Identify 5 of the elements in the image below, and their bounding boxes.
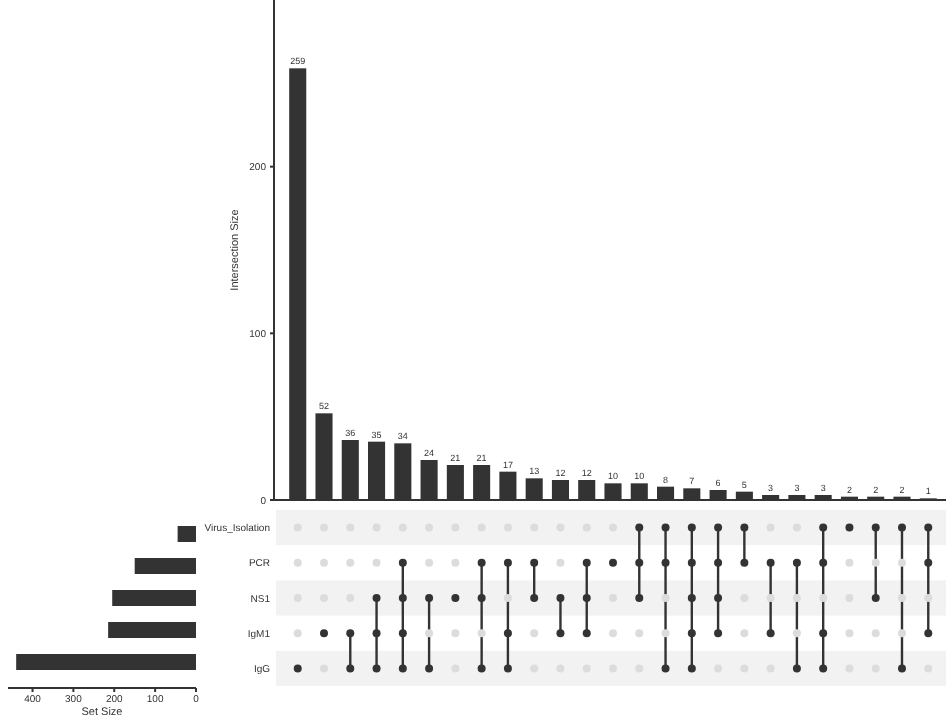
bar xyxy=(134,558,196,574)
bar xyxy=(16,654,196,670)
bar xyxy=(112,590,196,606)
bar xyxy=(177,526,196,542)
bar xyxy=(108,622,196,638)
